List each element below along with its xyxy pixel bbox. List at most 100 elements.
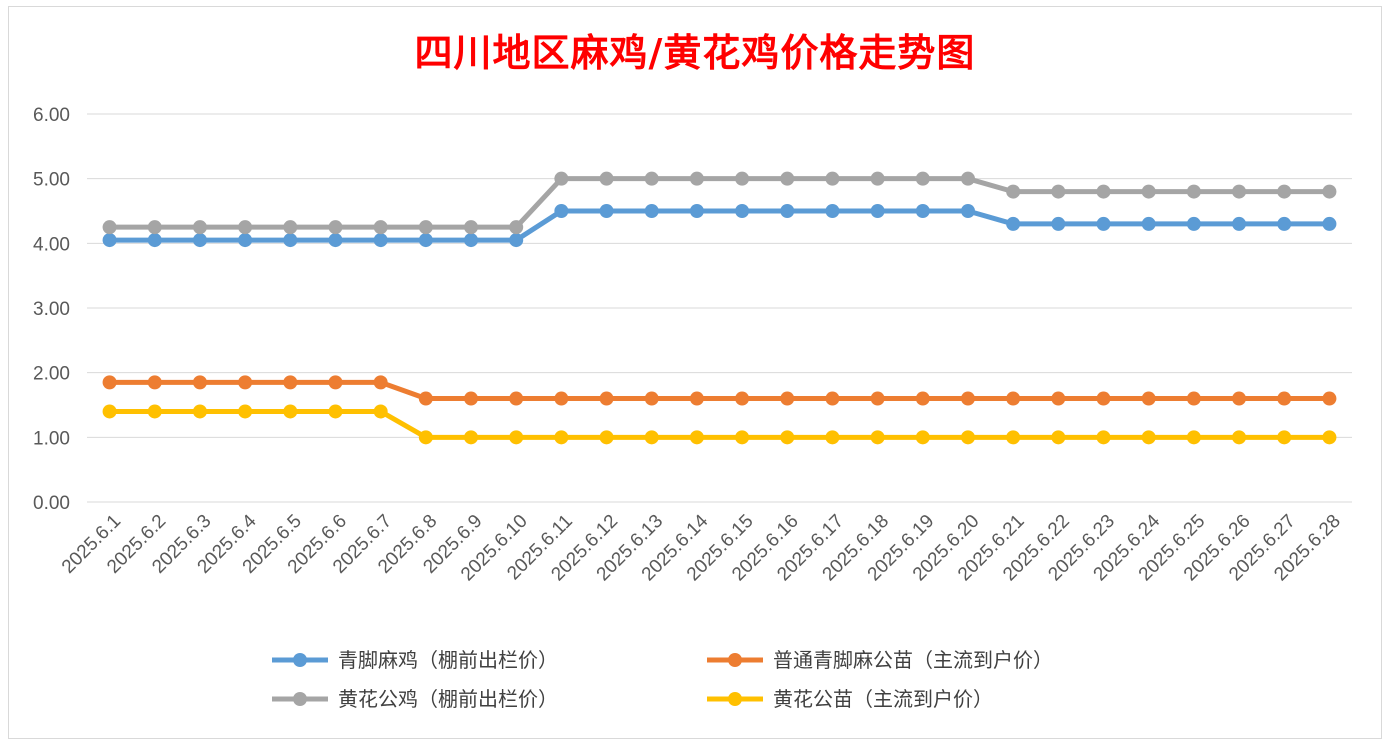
data-point bbox=[644, 430, 659, 445]
series-1 bbox=[102, 204, 1337, 248]
legend-marker bbox=[293, 692, 307, 706]
data-point bbox=[147, 233, 162, 248]
data-point bbox=[509, 233, 524, 248]
legend-label: 青脚麻鸡（棚前出栏价） bbox=[338, 648, 558, 672]
data-point bbox=[238, 220, 253, 235]
data-point bbox=[1096, 216, 1111, 231]
data-point bbox=[644, 171, 659, 186]
legend-label: 普通青脚麻公苗（主流到户价） bbox=[773, 648, 1053, 672]
data-point bbox=[599, 430, 614, 445]
data-point bbox=[464, 220, 479, 235]
data-point bbox=[1322, 430, 1337, 445]
data-point bbox=[418, 220, 433, 235]
legend-label: 黄花公苗（主流到户价） bbox=[773, 687, 993, 711]
data-point bbox=[735, 171, 750, 186]
data-point bbox=[147, 404, 162, 419]
series-3 bbox=[102, 171, 1337, 235]
data-point bbox=[1186, 184, 1201, 199]
data-point bbox=[644, 204, 659, 218]
data-point bbox=[1232, 391, 1247, 406]
data-point bbox=[1322, 216, 1337, 231]
data-point bbox=[825, 430, 840, 445]
data-point bbox=[328, 233, 343, 248]
data-point bbox=[283, 404, 298, 419]
data-point bbox=[1051, 430, 1066, 445]
data-point bbox=[418, 233, 433, 248]
data-point bbox=[554, 204, 569, 218]
data-point bbox=[915, 204, 930, 218]
series-line bbox=[109, 208, 1330, 243]
data-point bbox=[373, 404, 388, 419]
data-point bbox=[1232, 184, 1247, 199]
data-point bbox=[238, 375, 253, 390]
data-point bbox=[915, 430, 930, 445]
data-point bbox=[373, 233, 388, 248]
data-point bbox=[464, 391, 479, 406]
data-point bbox=[1006, 216, 1021, 231]
data-point bbox=[1277, 391, 1292, 406]
data-point bbox=[1051, 184, 1066, 199]
data-point bbox=[960, 430, 975, 445]
data-point bbox=[373, 375, 388, 390]
x-axis-ticks: 2025.6.12025.6.22025.6.32025.6.42025.6.5… bbox=[58, 510, 1345, 585]
data-point bbox=[780, 430, 795, 445]
y-tick-label: 5.00 bbox=[33, 170, 70, 191]
data-point bbox=[1006, 391, 1021, 406]
data-point bbox=[147, 375, 162, 390]
data-point bbox=[1141, 430, 1156, 445]
legend-marker bbox=[728, 692, 742, 706]
legend-item-3: 黄花公鸡（棚前出栏价） bbox=[272, 687, 558, 711]
data-point bbox=[825, 391, 840, 406]
data-point bbox=[238, 233, 253, 248]
legend-item-1: 青脚麻鸡（棚前出栏价） bbox=[272, 648, 558, 672]
data-point bbox=[1051, 216, 1066, 231]
y-tick-label: 2.00 bbox=[33, 364, 70, 385]
series-line bbox=[109, 176, 1330, 230]
data-point bbox=[1277, 184, 1292, 199]
series-line bbox=[109, 408, 1330, 440]
data-point bbox=[915, 391, 930, 406]
legend: 青脚麻鸡（棚前出栏价） 普通青脚麻公苗（主流到户价） 黄花公鸡（棚前出栏价） 黄花公苗… bbox=[272, 648, 1053, 711]
data-point bbox=[328, 375, 343, 390]
data-point bbox=[960, 204, 975, 218]
data-point bbox=[102, 375, 117, 390]
data-point bbox=[283, 220, 298, 235]
series-line bbox=[109, 379, 1330, 402]
y-tick-label: 0.00 bbox=[33, 493, 70, 514]
data-point bbox=[1141, 216, 1156, 231]
data-point bbox=[1232, 216, 1247, 231]
data-point bbox=[554, 430, 569, 445]
data-point bbox=[147, 220, 162, 235]
data-point bbox=[1322, 184, 1337, 199]
y-tick-label: 6.00 bbox=[33, 105, 70, 126]
legend-item-4: 黄花公苗（主流到户价） bbox=[707, 687, 993, 711]
data-point bbox=[825, 204, 840, 218]
data-point bbox=[599, 171, 614, 186]
data-point bbox=[599, 391, 614, 406]
data-point bbox=[960, 391, 975, 406]
data-point bbox=[1096, 430, 1111, 445]
data-point bbox=[509, 220, 524, 235]
data-point bbox=[1186, 216, 1201, 231]
data-point bbox=[735, 391, 750, 406]
data-point bbox=[464, 430, 479, 445]
data-point bbox=[102, 220, 117, 235]
data-point bbox=[1141, 391, 1156, 406]
legend-marker bbox=[293, 653, 307, 667]
data-point bbox=[102, 404, 117, 419]
legend-item-2: 普通青脚麻公苗（主流到户价） bbox=[707, 648, 1053, 672]
y-axis-ticks: 0.00 1.00 2.00 3.00 4.00 5.00 6.00 bbox=[33, 105, 70, 514]
series-group bbox=[102, 171, 1337, 445]
y-tick-label: 1.00 bbox=[33, 428, 70, 449]
data-point bbox=[1322, 391, 1337, 406]
data-point bbox=[238, 404, 253, 419]
series-2 bbox=[102, 375, 1337, 406]
data-point bbox=[1141, 184, 1156, 199]
data-point bbox=[689, 171, 704, 186]
legend-label: 黄花公鸡（棚前出栏价） bbox=[338, 687, 558, 711]
data-point bbox=[870, 171, 885, 186]
data-point bbox=[554, 171, 569, 186]
data-point bbox=[735, 430, 750, 445]
data-point bbox=[192, 233, 207, 248]
